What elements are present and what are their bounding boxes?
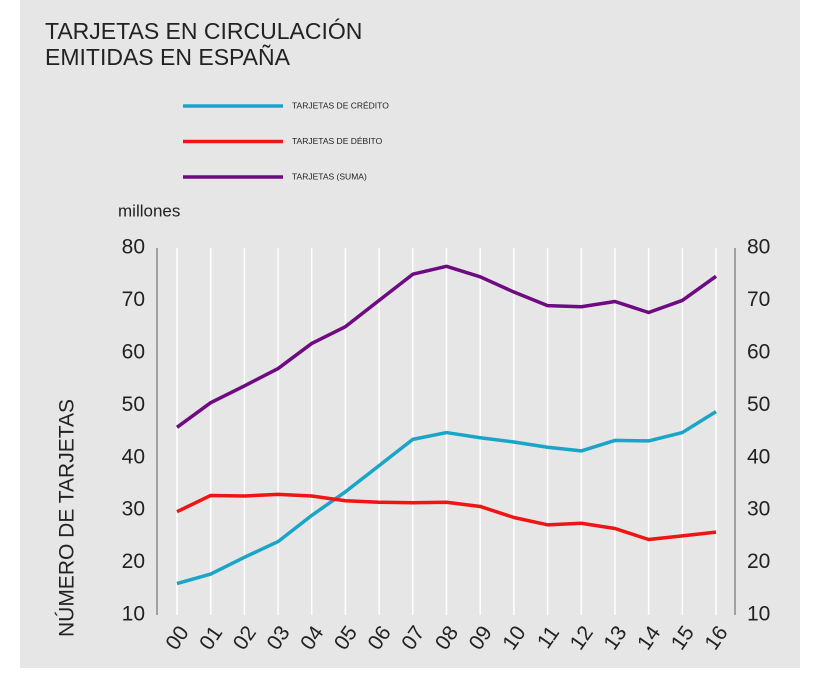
y-tick-label: 70 — [122, 288, 145, 311]
y2-tick-label: 80 — [747, 236, 770, 259]
y-tick-label: 20 — [122, 550, 145, 573]
y2-tick-label: 60 — [747, 340, 770, 363]
background — [20, 0, 800, 668]
series-line — [176, 492, 717, 542]
unit-label: millones — [118, 201, 180, 220]
y-tick-label: 60 — [122, 340, 145, 363]
y2-tick-label: 40 — [747, 445, 770, 468]
series-line — [175, 264, 718, 429]
legend-label: TARJETAS DE CRÉDITO — [292, 100, 389, 110]
chart-title: EMITIDAS EN ESPAÑA — [45, 44, 291, 70]
y-tick-label: 50 — [122, 393, 145, 416]
y2-tick-label: 10 — [747, 603, 770, 626]
y2-tick-label: 50 — [747, 393, 770, 416]
y2-tick-label: 30 — [747, 498, 770, 521]
chart-title: TARJETAS EN CIRCULACIÓN — [45, 18, 362, 44]
legend-label: TARJETAS (SUMA) — [292, 171, 367, 181]
y2-tick-label: 20 — [747, 550, 770, 573]
y2-tick-label: 70 — [747, 288, 770, 311]
y-axis-label: NÚMERO DE TARJETAS — [56, 399, 79, 637]
y-tick-label: 80 — [122, 236, 145, 259]
y-tick-label: 30 — [122, 498, 145, 521]
y-tick-label: 40 — [122, 445, 145, 468]
y-tick-label: 10 — [122, 603, 145, 626]
series-line — [176, 410, 717, 586]
legend-label: TARJETAS DE DÉBITO — [292, 136, 383, 146]
